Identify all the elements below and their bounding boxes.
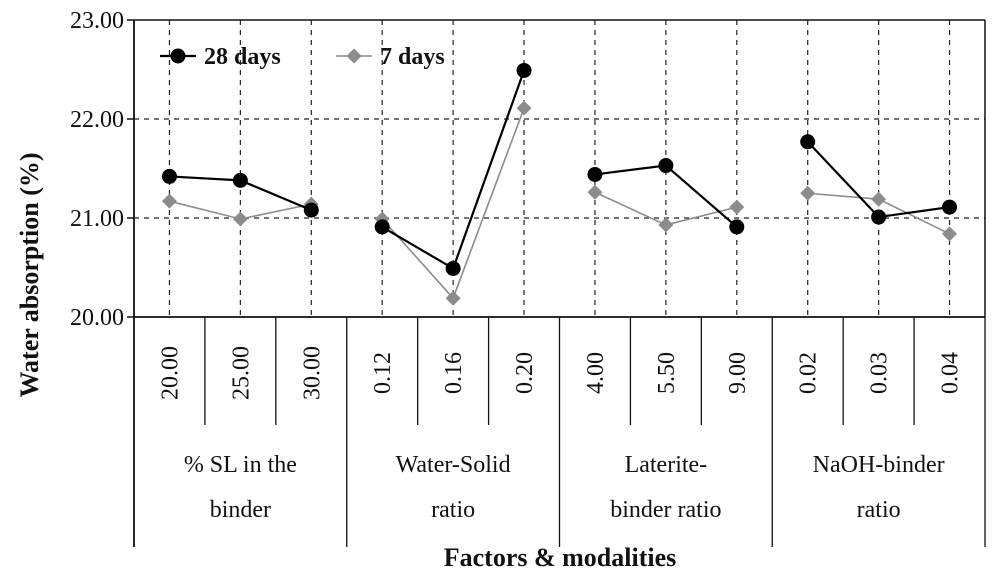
group-label: NaOH-binder <box>813 452 945 478</box>
x-tick-label: 20.00 <box>157 346 183 400</box>
data-point <box>942 199 958 215</box>
data-point <box>516 62 532 78</box>
group-label: Laterite- <box>625 452 708 478</box>
group-label: binder ratio <box>610 497 721 523</box>
x-tick-label: 0.03 <box>867 352 893 394</box>
data-point <box>800 134 816 150</box>
data-point <box>587 166 603 182</box>
x-tick-label: 4.00 <box>583 352 609 394</box>
data-point <box>445 260 461 276</box>
data-point <box>587 184 603 200</box>
group-label: ratio <box>431 497 475 523</box>
data-point <box>942 226 958 242</box>
data-point <box>658 217 674 233</box>
data-point <box>445 290 461 306</box>
x-tick-label: 0.20 <box>512 352 538 394</box>
y-tick-label: 23.00 <box>70 8 124 34</box>
group-label: binder <box>210 497 271 523</box>
series-7-days <box>161 100 958 306</box>
data-point <box>729 219 745 235</box>
x-tick-label: 9.00 <box>725 352 751 394</box>
group-label: ratio <box>857 497 901 523</box>
data-point <box>374 219 390 235</box>
grid <box>134 20 985 317</box>
data-point <box>161 193 177 209</box>
data-point <box>658 158 674 174</box>
x-tick-label: 25.00 <box>228 346 254 400</box>
y-tick-label: 22.00 <box>70 107 124 133</box>
data-point <box>871 191 887 207</box>
y-tick-label: 21.00 <box>70 206 124 232</box>
data-point <box>232 211 248 227</box>
y-axis-title: Water absorption (%) <box>15 152 44 397</box>
data-point <box>871 209 887 225</box>
data-point <box>800 185 816 201</box>
data-point <box>516 100 532 116</box>
x-axis-title: Factors & modalities <box>444 543 677 572</box>
x-tick-label: 30.00 <box>299 346 325 400</box>
data-point <box>303 202 319 218</box>
x-tick-label: 0.02 <box>796 352 822 394</box>
data-point <box>232 172 248 188</box>
x-tick-label: 0.12 <box>370 352 396 394</box>
series-28-days <box>161 62 958 276</box>
legend-label-7-days: 7 days <box>380 44 445 70</box>
group-label: % SL in the <box>184 452 297 478</box>
x-tick-label: 0.16 <box>441 352 467 394</box>
x-tick-label: 0.04 <box>938 352 964 394</box>
x-tick-label: 5.50 <box>654 352 680 394</box>
y-tick-labels: 20.00 21.00 22.00 23.00 <box>70 8 134 331</box>
legend-label-28-days: 28 days <box>204 44 281 70</box>
x-category-table: 20.00 25.00 30.00 0.12 0.16 0.20 4.00 5.50 9.00 0… <box>157 317 986 547</box>
legend-marker-28-days <box>170 48 186 64</box>
group-label: Water-Solid <box>396 452 511 478</box>
data-point <box>729 199 745 215</box>
legend: 28 days 7 days <box>160 44 445 70</box>
data-point <box>161 168 177 184</box>
y-tick-label: 20.00 <box>70 305 124 331</box>
legend-marker-7-days <box>346 48 362 64</box>
series <box>161 62 958 306</box>
